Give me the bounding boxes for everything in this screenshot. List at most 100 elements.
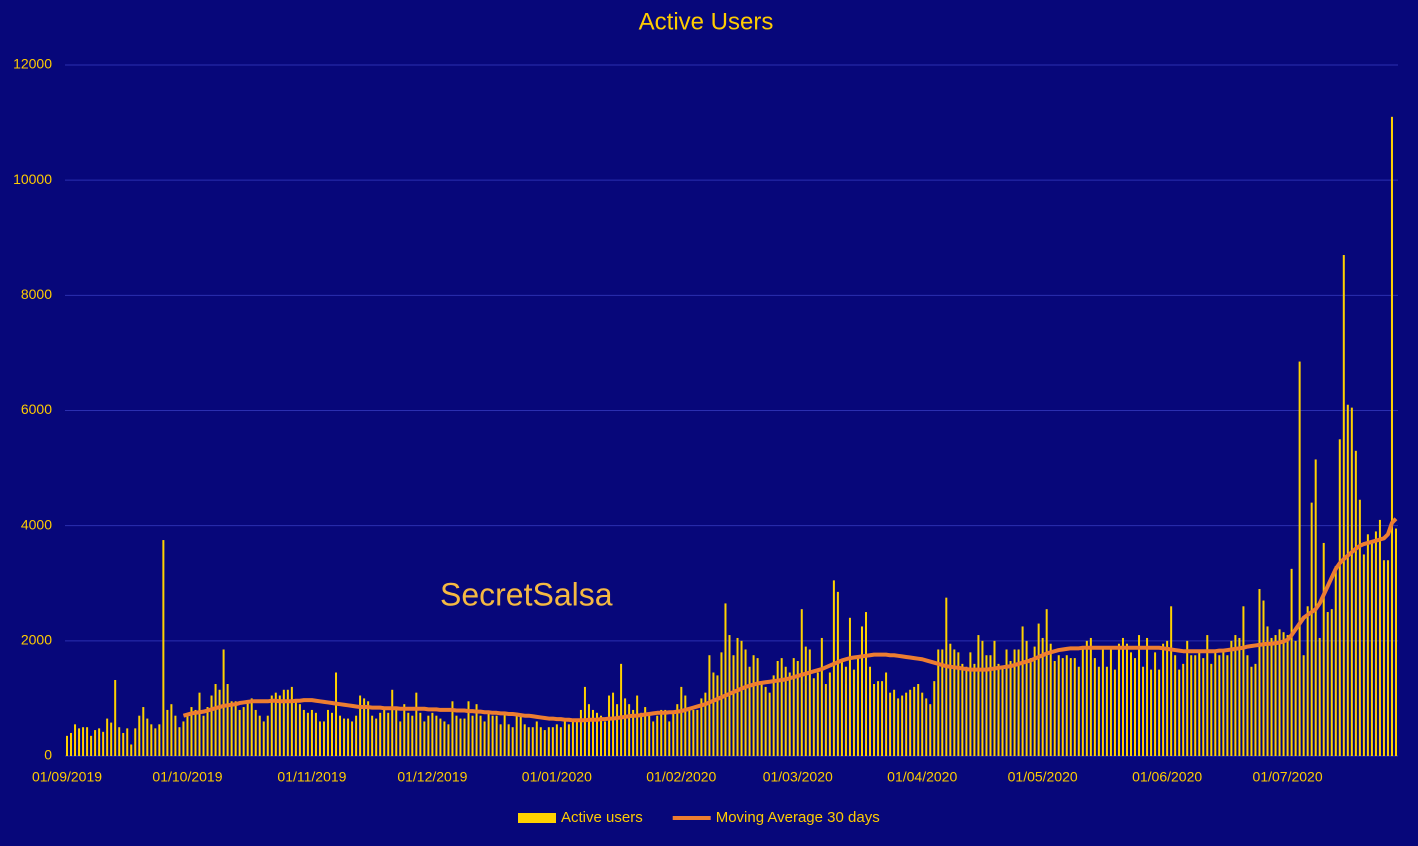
- bar: [704, 692, 707, 756]
- bar: [1093, 658, 1096, 756]
- bar: [941, 649, 944, 756]
- bar: [290, 686, 293, 756]
- x-tick-label: 01/06/2020: [1132, 769, 1202, 785]
- bar: [102, 731, 105, 756]
- bar: [407, 712, 410, 756]
- bar: [656, 715, 659, 756]
- bar: [668, 721, 671, 756]
- y-tick-label: 12000: [13, 56, 52, 72]
- bar: [90, 735, 93, 756]
- bar: [969, 652, 972, 756]
- x-tick-label: 01/10/2019: [152, 769, 222, 785]
- bar: [1230, 640, 1233, 756]
- bar: [78, 728, 81, 756]
- bar: [134, 728, 137, 756]
- bar: [1258, 589, 1261, 756]
- bar: [435, 715, 438, 756]
- bar: [182, 721, 185, 756]
- bar: [820, 637, 823, 756]
- bar: [214, 684, 217, 756]
- bar: [869, 666, 872, 756]
- bar: [1242, 606, 1245, 756]
- bar: [399, 721, 402, 756]
- bar: [961, 663, 964, 756]
- bar: [274, 692, 277, 756]
- bar: [1254, 663, 1257, 756]
- bar: [985, 655, 988, 756]
- bar: [840, 660, 843, 756]
- bar: [1125, 643, 1128, 756]
- bar: [1282, 632, 1285, 756]
- bar: [913, 686, 916, 756]
- bar: [443, 721, 446, 756]
- bar: [989, 655, 992, 756]
- bar: [351, 721, 354, 756]
- bar: [620, 663, 623, 756]
- bar: [1218, 655, 1221, 756]
- bar: [1394, 528, 1397, 756]
- bar: [250, 698, 253, 756]
- bar: [756, 658, 759, 756]
- bar: [1158, 669, 1161, 756]
- bar: [343, 718, 346, 756]
- bar: [744, 649, 747, 756]
- bar: [459, 718, 462, 756]
- bar: [953, 649, 956, 756]
- bar: [475, 704, 478, 756]
- bar: [142, 707, 145, 756]
- bar: [82, 727, 85, 756]
- bar: [788, 672, 791, 756]
- bar: [712, 672, 715, 756]
- bar: [118, 727, 121, 756]
- bar: [479, 715, 482, 756]
- y-tick-label: 4000: [21, 516, 52, 532]
- bar: [1286, 635, 1289, 756]
- x-tick-label: 01/03/2020: [763, 769, 833, 785]
- bar: [949, 643, 952, 756]
- bar: [335, 672, 338, 756]
- bar: [700, 698, 703, 756]
- bar: [917, 684, 920, 756]
- bar: [1322, 542, 1325, 756]
- bar: [114, 679, 117, 756]
- bar: [266, 715, 269, 756]
- bar: [877, 681, 880, 756]
- bar: [764, 686, 767, 756]
- bar: [375, 718, 378, 756]
- bar: [881, 681, 884, 756]
- bar: [519, 715, 522, 756]
- bar: [1061, 658, 1064, 756]
- bar: [933, 681, 936, 756]
- bar: [965, 666, 968, 756]
- bar: [1298, 361, 1301, 756]
- bar: [86, 727, 89, 756]
- bar: [776, 660, 779, 756]
- bar: [455, 715, 458, 756]
- bar: [563, 721, 566, 756]
- bar: [1009, 660, 1012, 756]
- bar: [339, 715, 342, 756]
- bar: [347, 718, 350, 756]
- bar: [648, 715, 651, 756]
- bar: [1250, 666, 1253, 756]
- bar: [937, 649, 940, 756]
- bar: [680, 686, 683, 756]
- bar: [1338, 439, 1341, 756]
- bar: [359, 695, 362, 756]
- bar: [1262, 600, 1265, 756]
- bar: [322, 721, 325, 756]
- bar: [110, 722, 113, 756]
- bar: [178, 727, 181, 756]
- bar: [491, 715, 494, 756]
- bar: [495, 715, 498, 756]
- bar: [925, 698, 928, 756]
- bar: [150, 724, 153, 756]
- bar: [555, 724, 558, 756]
- bar: [531, 727, 534, 756]
- bar: [483, 721, 486, 756]
- bar: [242, 707, 245, 756]
- bar: [471, 715, 474, 756]
- bar: [383, 709, 386, 756]
- bar: [800, 609, 803, 756]
- bar: [587, 704, 590, 756]
